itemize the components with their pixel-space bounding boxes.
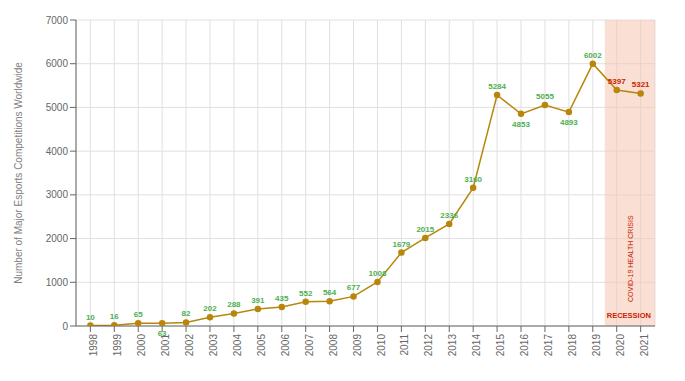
svg-text:435: 435 [275, 294, 289, 303]
svg-text:2009: 2009 [352, 334, 363, 357]
svg-text:2010: 2010 [376, 334, 387, 357]
svg-text:2001: 2001 [160, 334, 172, 357]
svg-text:2005: 2005 [256, 334, 267, 357]
svg-text:5397: 5397 [608, 77, 626, 86]
svg-text:1000: 1000 [46, 277, 69, 288]
svg-text:4893: 4893 [560, 118, 578, 127]
svg-text:5321: 5321 [632, 80, 650, 89]
svg-text:RECESSION: RECESSION [607, 311, 651, 320]
svg-text:202: 202 [203, 304, 217, 313]
svg-text:2014: 2014 [471, 334, 482, 357]
svg-text:Number of Major Esports Compet: Number of Major Esports Competitions Wor… [13, 62, 24, 284]
svg-text:2019: 2019 [591, 334, 602, 357]
svg-text:2020: 2020 [615, 334, 626, 357]
svg-text:2017: 2017 [543, 334, 554, 357]
svg-text:552: 552 [299, 289, 313, 298]
svg-text:564: 564 [323, 288, 337, 297]
svg-text:2002: 2002 [184, 334, 195, 357]
svg-text:2336: 2336 [440, 211, 458, 220]
svg-text:5000: 5000 [46, 102, 69, 113]
svg-text:2011: 2011 [399, 334, 410, 356]
svg-text:COVID-19 HEALTH CRISIS: COVID-19 HEALTH CRISIS [627, 215, 634, 302]
svg-text:10: 10 [86, 313, 95, 322]
svg-text:3000: 3000 [46, 189, 69, 200]
svg-text:7000: 7000 [46, 15, 69, 26]
svg-text:82: 82 [182, 309, 191, 318]
svg-text:2000: 2000 [46, 233, 69, 244]
svg-text:391: 391 [251, 296, 265, 305]
svg-text:2004: 2004 [232, 334, 243, 357]
svg-text:4853: 4853 [512, 120, 530, 129]
svg-text:677: 677 [347, 283, 361, 292]
svg-text:5284: 5284 [488, 82, 506, 91]
svg-text:4000: 4000 [46, 146, 69, 157]
svg-text:6000: 6000 [46, 58, 69, 69]
svg-text:1998: 1998 [88, 334, 99, 357]
svg-text:2007: 2007 [304, 334, 315, 357]
svg-text:2018: 2018 [567, 334, 578, 357]
svg-text:3160: 3160 [464, 175, 482, 184]
svg-text:2015: 2015 [416, 225, 434, 234]
svg-text:1679: 1679 [392, 240, 410, 249]
svg-text:0: 0 [62, 321, 68, 332]
svg-text:2021: 2021 [639, 334, 650, 357]
svg-text:1008: 1008 [369, 269, 387, 278]
svg-text:2003: 2003 [208, 334, 219, 357]
svg-text:63: 63 [158, 329, 167, 338]
svg-text:5055: 5055 [536, 92, 554, 101]
svg-text:1999: 1999 [112, 334, 123, 357]
svg-text:2000: 2000 [136, 334, 147, 357]
svg-text:2012: 2012 [423, 334, 434, 357]
svg-text:2006: 2006 [280, 334, 291, 357]
svg-text:2013: 2013 [447, 334, 458, 357]
svg-text:16: 16 [110, 312, 119, 321]
svg-text:65: 65 [134, 310, 143, 319]
svg-text:2008: 2008 [328, 334, 339, 357]
svg-text:2015: 2015 [495, 334, 506, 357]
svg-text:2016: 2016 [519, 334, 530, 357]
svg-text:6002: 6002 [584, 51, 602, 60]
svg-text:288: 288 [227, 300, 241, 309]
